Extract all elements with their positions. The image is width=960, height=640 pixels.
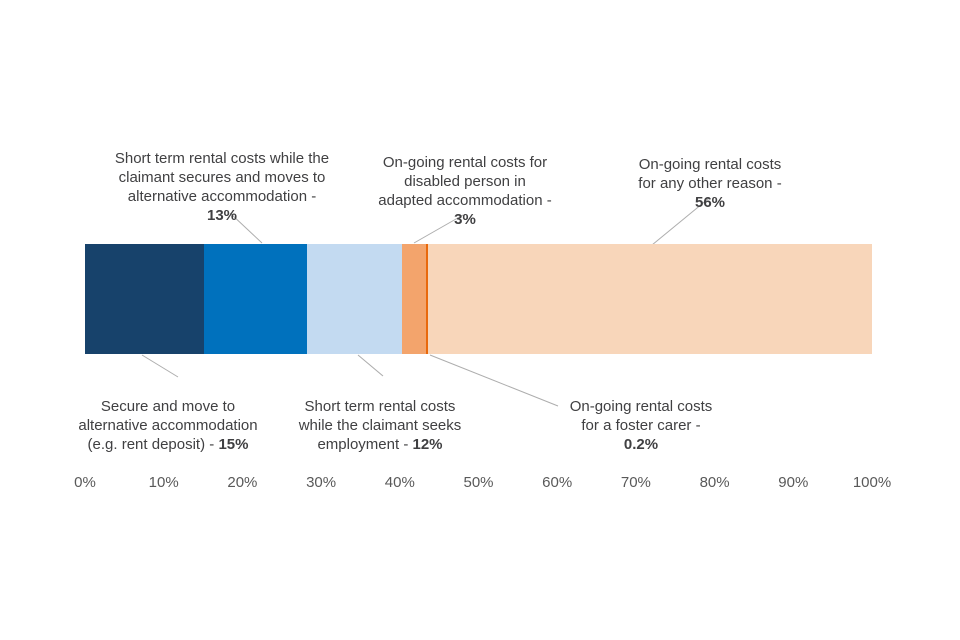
bar-segment	[402, 244, 427, 354]
stacked-bar	[85, 244, 873, 354]
axis-tick-label: 80%	[699, 474, 730, 491]
axis-tick-label: 100%	[852, 474, 892, 491]
axis-tick-label: 40%	[384, 474, 415, 491]
callout-text: On-going rental costs for a foster carer…	[569, 398, 713, 434]
bar-segment	[427, 244, 873, 354]
axis-tick-label: 50%	[463, 474, 494, 491]
axis-tick-label: 20%	[227, 474, 258, 491]
callout-text: Short term rental costs while the claima…	[298, 398, 462, 453]
bar-segment	[307, 244, 403, 354]
callout-seeks-employment: Short term rental costs while the claima…	[260, 378, 500, 454]
callout-short-term-secure-move: Short term rental costs while the claima…	[97, 130, 347, 244]
axis-tick-label: 70%	[620, 474, 651, 491]
axis-tick-label: 90%	[778, 474, 809, 491]
callout-any-other-reason: On-going rental costs for any other reas…	[605, 136, 815, 231]
axis-tick-label: 10%	[148, 474, 179, 491]
leader-line	[357, 354, 384, 377]
callout-secure-move-deposit: Secure and move to alternative accommoda…	[43, 378, 293, 454]
callout-text: On-going rental costs for disabled perso…	[378, 154, 552, 209]
callout-text: Short term rental costs while the claima…	[114, 150, 330, 205]
axis-tick-label: 30%	[306, 474, 337, 491]
bar-segment	[426, 244, 428, 354]
x-axis: 0% 10% 20% 30% 40% 50% 60% 70% 80% 90% 100%	[0, 474, 960, 494]
axis-tick-label: 60%	[542, 474, 573, 491]
callout-foster-carer: On-going rental costs for a foster carer…	[536, 378, 746, 473]
callout-pct: 3%	[454, 211, 476, 228]
callout-pct: 15%	[218, 436, 249, 453]
axis-tick-label: 0%	[74, 474, 96, 491]
callout-text: Secure and move to alternative accommoda…	[78, 398, 258, 453]
bar-segment	[85, 244, 204, 354]
callout-pct: 56%	[694, 194, 726, 211]
callout-pct: 0.2%	[623, 436, 659, 453]
callout-text: On-going rental costs for any other reas…	[638, 156, 782, 192]
leader-line	[141, 354, 179, 378]
callout-pct: 12%	[412, 436, 443, 453]
callout-pct: 13%	[206, 207, 238, 224]
bar-segment	[204, 244, 308, 354]
callout-disabled-adapted: On-going rental costs for disabled perso…	[350, 134, 580, 248]
